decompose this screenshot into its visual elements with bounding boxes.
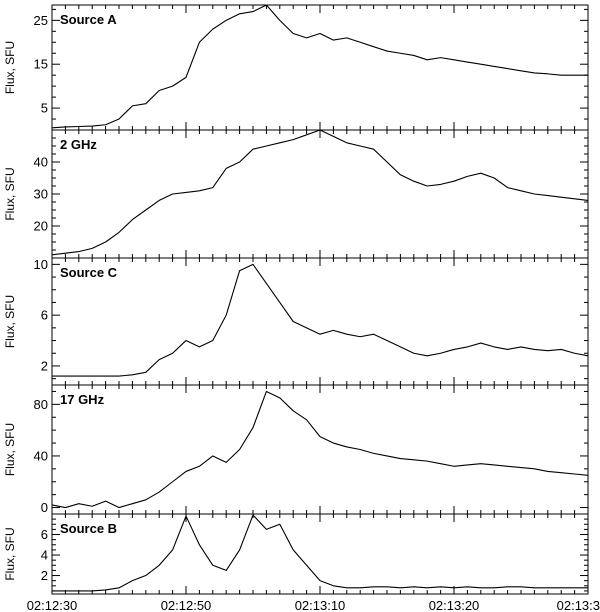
panel-title: 2 GHz xyxy=(60,137,97,152)
y-tick-label: 20 xyxy=(34,219,48,234)
panel-title: Source A xyxy=(60,12,117,27)
y-tick-label: 4 xyxy=(41,548,48,563)
y-tick-label: 2 xyxy=(41,568,48,583)
y-tick-label: 40 xyxy=(34,448,48,463)
y-axis-label: Flux, SFU xyxy=(3,295,17,348)
panel-source-a: 5 15 25 Flux, SFU Source A xyxy=(3,4,589,131)
panel-title: 17 GHz xyxy=(60,392,105,407)
y-tick-label: 15 xyxy=(34,57,48,72)
series-line-source-a xyxy=(51,4,588,129)
panel-17-ghz: 0 40 80 Flux, SFU 17 GHz xyxy=(3,384,589,515)
panel-frame-source-a xyxy=(51,4,589,131)
y-tick-label: 0 xyxy=(41,500,48,515)
y-tick-label: 6 xyxy=(41,308,48,323)
y-tick-label: 10 xyxy=(34,257,48,272)
x-tick-label: 02:12:50 xyxy=(161,598,212,612)
y-axis-label: Flux, SFU xyxy=(3,167,17,220)
y-tick-label: 5 xyxy=(41,101,48,116)
series-line-source-b xyxy=(52,514,588,592)
series-line-2-ghz xyxy=(51,129,589,256)
y-tick-label: 2 xyxy=(41,358,48,373)
panel-title: Source B xyxy=(60,521,117,536)
x-tick-label: 02:13:10 xyxy=(295,598,346,612)
y-tick-label: 80 xyxy=(34,397,48,412)
panel-source-b: 2 4 6 Flux, SFU Source B xyxy=(3,513,589,595)
series-line-17-ghz xyxy=(51,390,589,509)
x-tick-label: 02:13:3 xyxy=(557,598,600,612)
y-tick-label: 30 xyxy=(34,187,48,202)
panel-frame-source-c xyxy=(51,257,589,386)
y-tick-label: 25 xyxy=(34,13,48,28)
y-axis-label: Flux, SFU xyxy=(3,41,17,94)
panel-frame-source-b xyxy=(51,513,589,595)
series-line-source-c xyxy=(52,263,589,377)
x-tick-label: 02:12:30 xyxy=(27,598,78,612)
panel-source-c: 2 6 10 Flux, SFU Source C xyxy=(3,257,589,386)
y-tick-label: 6 xyxy=(41,527,48,542)
y-tick-label: 40 xyxy=(34,155,48,170)
panel-frame-17-ghz xyxy=(51,384,589,515)
panel-2-ghz: 20 30 40 Flux, SFU 2 GHz xyxy=(3,129,589,259)
x-tick-label: 02:13:20 xyxy=(429,598,480,612)
panel-frame-2-ghz xyxy=(51,129,589,259)
panel-title: Source C xyxy=(60,265,118,280)
y-axis-label: Flux, SFU xyxy=(3,527,17,580)
y-axis-label: Flux, SFU xyxy=(3,423,17,476)
